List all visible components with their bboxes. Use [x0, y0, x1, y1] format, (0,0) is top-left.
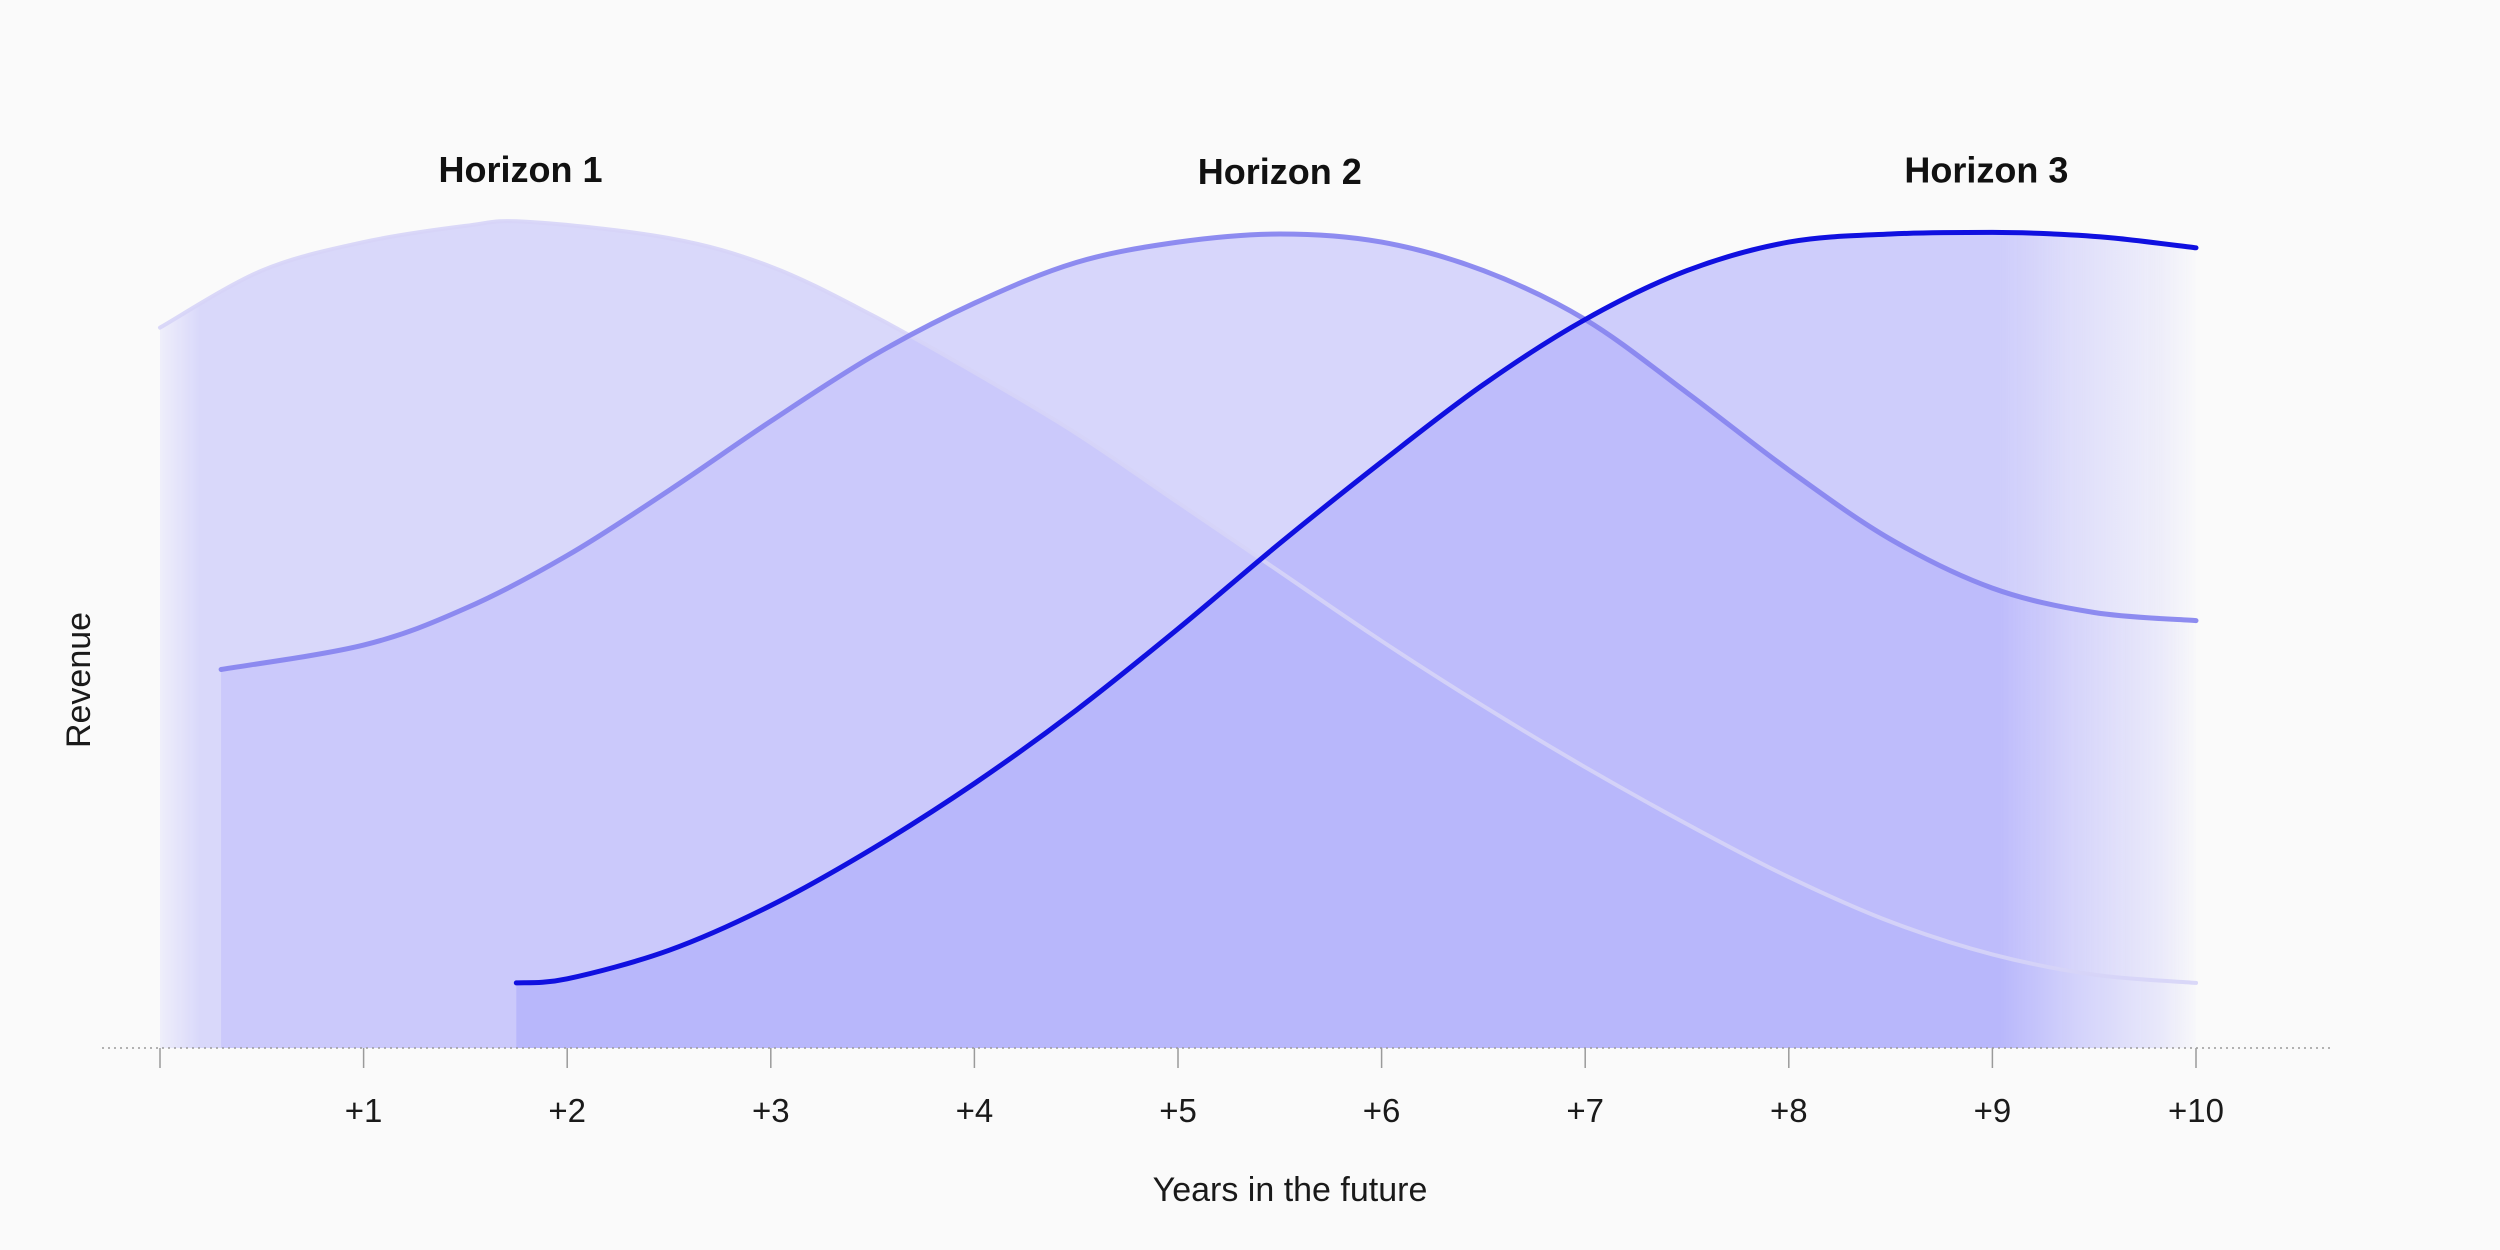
- series-line-2: [218, 231, 2199, 672]
- series-line-3: [513, 229, 2199, 986]
- series-label-1: Horizon 1: [438, 149, 602, 190]
- x-tick-label: +4: [956, 1092, 994, 1129]
- series-line-1: [158, 219, 2198, 985]
- series-area-3: [516, 232, 2196, 1048]
- x-axis-title: Years in the future: [1153, 1171, 1428, 1209]
- x-axis: +1 +2 +3 +4 +5 +6 +7 +8 +9 +10: [102, 1047, 2330, 1129]
- x-tick-label: +2: [548, 1092, 586, 1129]
- series-areas: [160, 221, 2197, 1049]
- x-tick-label: +5: [1159, 1092, 1197, 1129]
- x-tick-label: +3: [752, 1092, 790, 1129]
- x-tick-label: +9: [1974, 1092, 2012, 1129]
- series-labels: Horizon 1 Horizon 2 Horizon 3: [438, 149, 2068, 192]
- x-tick-label: +8: [1770, 1092, 1808, 1129]
- series-label-3: Horizon 3: [1904, 149, 2068, 190]
- x-tick-label: +7: [1566, 1092, 1604, 1129]
- series-lines: [158, 219, 2199, 986]
- x-tick-label: +6: [1363, 1092, 1401, 1129]
- x-tick-label: +10: [2168, 1092, 2224, 1129]
- y-axis-title: Revenue: [60, 612, 98, 748]
- series-label-2: Horizon 2: [1198, 151, 1362, 192]
- x-tick-label: +1: [345, 1092, 383, 1129]
